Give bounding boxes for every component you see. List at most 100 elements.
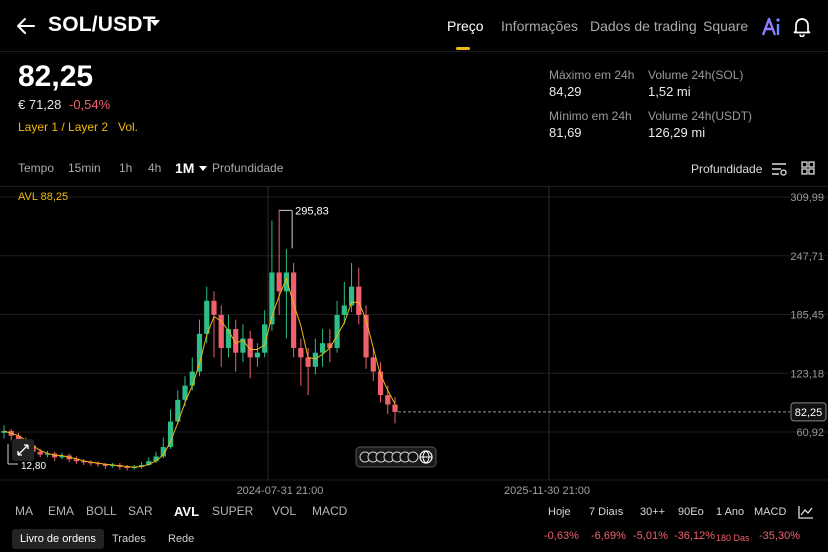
tab-dados-trading[interactable]: Dados de trading (590, 18, 697, 34)
candle-down (385, 395, 391, 405)
period-30d[interactable]: 30++ (640, 506, 666, 518)
vol-quote-value: 126,29 mi (648, 125, 706, 140)
candle-down (370, 357, 376, 372)
indicator-ma[interactable]: MA (15, 504, 33, 518)
period-90d[interactable]: 90Eo (678, 506, 704, 518)
indicator-ema[interactable]: EMA (48, 504, 75, 518)
candle-up (341, 305, 347, 315)
candle-up (348, 286, 355, 306)
candle-down (392, 404, 398, 412)
candle-up (167, 421, 174, 448)
low-24h-label: Mínimo em 24h (549, 109, 632, 123)
y-tick-label: 309,99 (790, 192, 824, 204)
line-chart-icon[interactable] (798, 505, 814, 519)
y-tick-label: 247,71 (790, 251, 824, 263)
globe-icon (419, 450, 433, 464)
vol-base-value: 1,52 mi (648, 84, 691, 99)
candle-up (110, 464, 116, 467)
chart-settings-icon[interactable] (770, 161, 788, 177)
y-tick-label: 185,45 (790, 310, 824, 322)
indicator-sar[interactable]: SAR (128, 504, 153, 518)
pct-1y-prefix: 180 Das (716, 533, 750, 543)
candle-down (211, 300, 217, 315)
indicator-super[interactable]: SUPER (212, 504, 254, 518)
indicator-boll[interactable]: BOLL (86, 504, 117, 518)
top-bar (0, 0, 828, 52)
category-tag[interactable]: Layer 1 / Layer 2 (18, 120, 109, 134)
low-24h-value: 81,69 (549, 125, 582, 140)
candle-up (1, 430, 7, 433)
bell-icon[interactable] (791, 15, 813, 37)
candle-down (356, 286, 362, 315)
candle-down (102, 464, 108, 466)
tf-1h[interactable]: 1h (119, 161, 133, 175)
depth-toggle[interactable]: Profundidade (691, 162, 763, 176)
pct-30d: -5,01% (633, 530, 668, 542)
period-macd[interactable]: MACD (754, 506, 787, 518)
indicator-vol[interactable]: VOL (272, 504, 297, 518)
candle-down (327, 343, 333, 348)
vol-tag[interactable]: Vol. (118, 120, 139, 134)
chevron-down-icon[interactable] (150, 20, 160, 26)
candle-up (269, 272, 275, 325)
candle-up (153, 456, 159, 462)
candle-down (37, 451, 43, 455)
candle-up (312, 352, 318, 367)
tab-square[interactable]: Square (703, 18, 749, 34)
layout-grid-icon[interactable] (801, 161, 815, 175)
candle-down (247, 338, 253, 358)
expand-icon[interactable] (12, 439, 34, 461)
tf-selected[interactable]: 1M (175, 160, 195, 176)
tab-informacoes[interactable]: Informações (501, 18, 579, 34)
period-1y[interactable]: 1 Ano (716, 506, 745, 518)
candle-up (262, 324, 268, 353)
back-arrow-icon[interactable] (14, 14, 38, 38)
candle-up (196, 333, 203, 372)
candle-up (59, 455, 65, 458)
candle-up (254, 352, 261, 358)
candle-up (160, 447, 166, 457)
pct-hoje: -0,63% (544, 530, 579, 542)
tf-4h[interactable]: 4h (148, 161, 162, 175)
avl-line (3, 277, 396, 468)
coin-stack-icon (355, 446, 437, 468)
chevron-down-icon[interactable] (199, 166, 207, 171)
vol-base-label: Volume 24h(SOL) (648, 68, 744, 82)
candle-down (363, 314, 369, 358)
ai-icon[interactable] (760, 16, 782, 38)
indicator-avl[interactable]: AVL (174, 504, 200, 519)
candle-up (319, 343, 326, 353)
candle-down (73, 459, 80, 462)
indicator-macd[interactable]: MACD (312, 504, 348, 518)
tab-trades[interactable]: Trades (112, 533, 146, 545)
candle-down (124, 466, 130, 469)
fiat-price: € 71,28 (18, 97, 62, 112)
high-24h-label: Máximo em 24h (549, 68, 635, 82)
candle-down (291, 272, 297, 348)
candle-down (276, 272, 282, 292)
tab-rede[interactable]: Rede (168, 533, 195, 545)
period-7d[interactable]: 7 Diaıs (589, 506, 624, 518)
current-price-label: 82,25 (795, 407, 823, 419)
tf-profundidade[interactable]: Profundidade (212, 161, 284, 175)
candle-up (225, 329, 232, 348)
candle-down (95, 463, 101, 465)
vol-quote-label: Volume 24h(USDT) (648, 109, 753, 123)
tab-preco[interactable]: Preço (447, 18, 484, 34)
price-chart[interactable]: 309,99 247,71 185,45 123,18 60,92 82,25 295,83… (0, 186, 828, 500)
current-price-box (790, 402, 827, 422)
candle-up (138, 464, 145, 467)
candle-up (182, 385, 188, 400)
candle-down (298, 347, 304, 358)
candle-up (204, 300, 210, 334)
x-tick-label: 2025-11-30 21:00 (504, 485, 590, 497)
pair-title[interactable]: SOL/USDT (48, 13, 156, 36)
candle-up (44, 453, 51, 455)
candle-up (189, 371, 195, 386)
tab-order-book[interactable]: Livro de ordens (12, 529, 104, 549)
tf-15min[interactable]: 15min (68, 161, 101, 175)
period-hoje[interactable]: Hoje (548, 506, 571, 518)
tf-tempo[interactable]: Tempo (18, 161, 55, 175)
candle-down (88, 462, 94, 464)
last-price: 82,25 (18, 60, 94, 93)
